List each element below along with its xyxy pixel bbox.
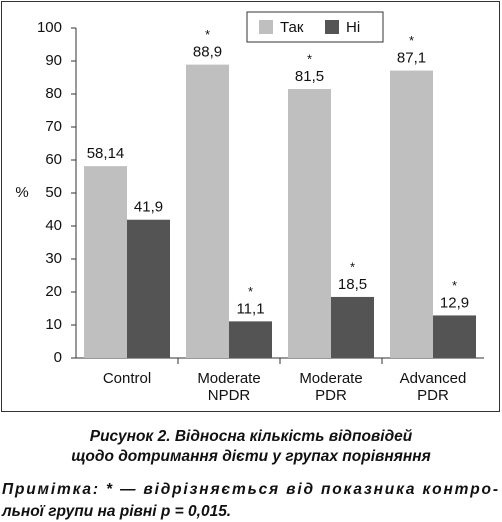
y-tick-label: 0 bbox=[54, 349, 62, 366]
x-tick-label: PDR bbox=[417, 387, 449, 404]
value-label: 88,9 bbox=[193, 44, 222, 61]
significance-marker: * bbox=[409, 33, 414, 48]
significance-marker: * bbox=[452, 278, 457, 293]
value-label: 81,5 bbox=[295, 68, 324, 85]
x-tick-label: NPDR bbox=[208, 387, 251, 404]
bar bbox=[229, 321, 272, 358]
y-tick-label: 90 bbox=[45, 52, 62, 69]
significance-marker: * bbox=[248, 284, 253, 299]
legend-swatch bbox=[325, 20, 339, 34]
y-tick-label: 30 bbox=[45, 250, 62, 267]
value-label: 41,9 bbox=[134, 199, 163, 216]
note: Примітка: * — відрізняється від показник… bbox=[2, 481, 498, 498]
y-tick-label: 60 bbox=[45, 151, 62, 168]
y-tick-label: 50 bbox=[45, 184, 62, 201]
y-tick-label: 100 bbox=[37, 19, 62, 36]
value-label: 11,1 bbox=[236, 300, 264, 317]
y-tick-label: 80 bbox=[45, 85, 62, 102]
caption: щодо дотримання дієти у групах порівнянн… bbox=[71, 448, 430, 465]
bar bbox=[186, 64, 229, 358]
y-tick-label: 70 bbox=[45, 118, 62, 135]
y-tick-label: 20 bbox=[45, 283, 62, 300]
y-axis-label: % bbox=[15, 184, 28, 201]
bar bbox=[331, 296, 374, 358]
legend-swatch bbox=[259, 20, 273, 34]
x-tick-label: Moderate bbox=[299, 370, 362, 387]
chart-frame bbox=[1, 1, 500, 412]
value-label: 87,1 bbox=[397, 50, 426, 67]
caption: Рисунок 2. Відносна кількість відповідей bbox=[90, 428, 413, 445]
x-tick-label: Moderate bbox=[197, 370, 260, 387]
x-tick-label: PDR bbox=[315, 387, 347, 404]
bar bbox=[84, 166, 127, 358]
bar bbox=[433, 315, 476, 358]
value-label: 12,9 bbox=[440, 294, 469, 311]
bar bbox=[127, 219, 170, 358]
bar bbox=[288, 89, 331, 359]
note: льної групи на рівні p = 0,015. bbox=[1, 503, 231, 520]
value-label: 58,14 bbox=[87, 145, 125, 162]
legend-label: Ні bbox=[346, 19, 360, 36]
y-tick-label: 10 bbox=[45, 316, 62, 333]
significance-marker: * bbox=[350, 259, 355, 274]
significance-marker: * bbox=[205, 27, 210, 42]
value-label: 18,5 bbox=[338, 276, 367, 293]
bar bbox=[390, 70, 433, 358]
significance-marker: * bbox=[307, 51, 312, 66]
x-tick-label: Control bbox=[103, 370, 151, 387]
x-tick-label: Advanced bbox=[400, 370, 467, 387]
legend-label: Так bbox=[280, 19, 304, 36]
y-tick-label: 40 bbox=[45, 217, 62, 234]
